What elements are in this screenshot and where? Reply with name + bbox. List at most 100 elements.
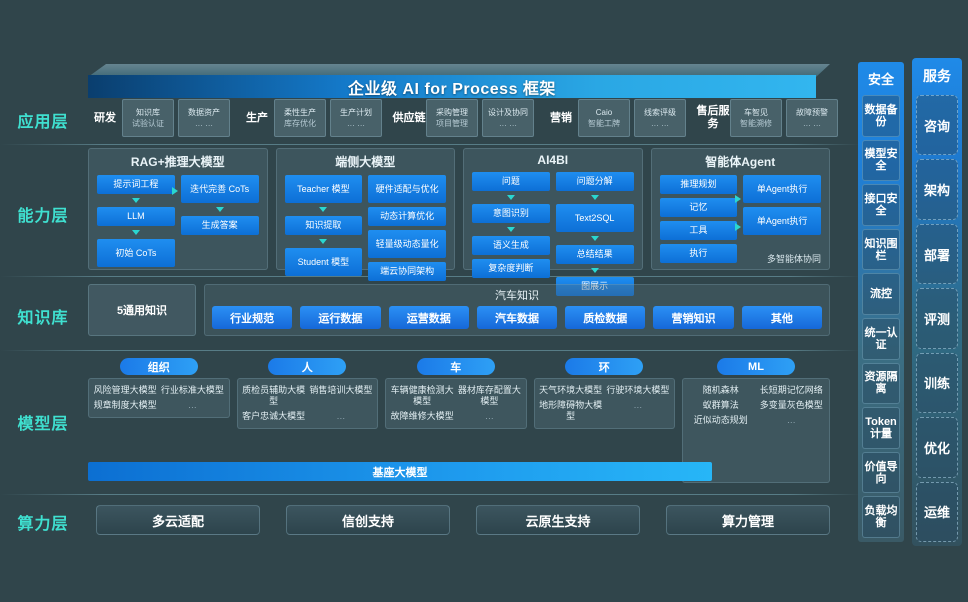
model-item[interactable]: 规章制度大模型 <box>93 400 157 410</box>
model-item[interactable]: … <box>633 400 643 410</box>
base-model-bar[interactable]: 基座大模型 <box>88 462 712 481</box>
knowledge-chip[interactable]: 质检数据 <box>565 306 646 329</box>
capability-node[interactable]: 单Agent执行 <box>743 175 821 203</box>
knowledge-auto-title: 汽车知识 <box>495 290 539 302</box>
security-item[interactable]: 资源隔离 <box>862 362 900 405</box>
capability-node[interactable]: 动态计算优化 <box>368 207 446 226</box>
app-cell[interactable]: 故障预警 … … <box>786 99 838 137</box>
capability-node[interactable]: Text2SQL <box>555 204 634 232</box>
security-item[interactable]: 价值导向 <box>862 451 900 494</box>
knowledge-auto-panel: 汽车知识 行业规范 运行数据 运营数据 汽车数据 质检数据 营销知识 其他 <box>204 284 830 336</box>
capability-node[interactable]: 单Agent执行 <box>743 207 821 235</box>
model-item[interactable]: … <box>336 411 346 421</box>
model-item[interactable]: 天气环境大模型 <box>539 385 603 395</box>
security-item[interactable]: 负载均衡 <box>862 496 900 538</box>
compute-button[interactable]: 多云适配 <box>96 505 260 535</box>
security-item[interactable]: 流控 <box>862 273 900 315</box>
model-item[interactable]: 风险管理大模型 <box>93 385 157 395</box>
capability-node[interactable]: LLM <box>97 207 175 226</box>
model-item[interactable]: 近似动态规划 <box>693 415 748 425</box>
security-item[interactable]: 数据备份 <box>862 95 900 137</box>
model-item[interactable]: 行驶环境大模型 <box>606 385 670 395</box>
model-panel-2: 车车辆健康检测大模型 器材库存配置大模型 故障维修大模型… <box>385 358 527 486</box>
service-item[interactable]: 部署 <box>916 223 958 285</box>
capability-node[interactable]: 初始 CoTs <box>97 239 175 267</box>
capability-node[interactable]: 图展示 <box>555 277 634 296</box>
model-item[interactable]: 蚁群算法 <box>702 400 739 410</box>
compute-button[interactable]: 算力管理 <box>666 505 830 535</box>
capability-node[interactable]: 记忆 <box>659 198 738 217</box>
app-cell[interactable]: 数据资产 … … <box>178 99 230 137</box>
model-item[interactable]: 车辆健康检测大模型 <box>390 385 454 406</box>
capability-node[interactable]: 端云协同架构 <box>368 262 446 281</box>
capability-node[interactable]: 问题 <box>472 172 550 191</box>
capability-col-left: 提示词工程 LLM 初始 CoTs <box>97 175 175 267</box>
capability-node[interactable]: Student 模型 <box>284 248 363 276</box>
service-item[interactable]: 架构 <box>916 159 958 220</box>
app-cell[interactable]: 线索评级 … … <box>634 99 686 137</box>
knowledge-chip[interactable]: 行业规范 <box>212 306 293 329</box>
app-cell[interactable]: 车智见 智能溯修 <box>730 99 782 137</box>
capability-node[interactable]: 复杂度判断 <box>472 259 550 278</box>
model-item[interactable]: … <box>786 415 796 425</box>
capability-col-left: Teacher 模型知识提取 Student 模型 <box>284 175 363 281</box>
model-item[interactable]: … <box>187 400 197 410</box>
model-item[interactable]: 质检员辅助大模型 <box>242 385 306 406</box>
capability-node[interactable]: 问题分解 <box>555 172 634 191</box>
model-item[interactable]: … <box>484 411 494 421</box>
service-item[interactable]: 训练 <box>916 352 958 414</box>
model-item[interactable]: 故障维修大模型 <box>390 411 454 421</box>
capability-node[interactable]: 推理规划 <box>659 175 738 194</box>
knowledge-chip[interactable]: 营销知识 <box>653 306 734 329</box>
arrow-down-icon <box>131 230 140 235</box>
capability-node[interactable]: 轻量级动态量化 <box>368 230 446 258</box>
capability-node[interactable]: 知识提取 <box>284 216 363 235</box>
security-item[interactable]: 接口安全 <box>862 184 900 226</box>
service-item[interactable]: 评测 <box>916 288 958 349</box>
capability-node[interactable]: 工具 <box>659 221 738 240</box>
model-item[interactable]: 多变量灰色模型 <box>759 400 823 410</box>
service-item[interactable]: 咨询 <box>916 95 958 156</box>
capability-panel-title: AI4BI <box>537 153 569 167</box>
security-item[interactable]: 统一认证 <box>862 317 900 360</box>
capability-panel-body: 提示词工程 LLM 初始 CoTs 迭代完善 CoTs 生成答案 <box>89 175 267 267</box>
knowledge-general-box[interactable]: 5通用知识 <box>88 284 196 336</box>
security-item[interactable]: 模型安全 <box>862 139 900 182</box>
capability-node[interactable]: 硬件适配与优化 <box>368 175 446 203</box>
model-item[interactable]: 客户忠诚大模型 <box>242 411 306 421</box>
model-item[interactable]: 器材库存配置大模型 <box>457 385 521 406</box>
knowledge-chip[interactable]: 运行数据 <box>300 306 381 329</box>
app-cell[interactable]: 知识库 试验认证 <box>122 99 174 137</box>
app-cell[interactable]: Caio 智能工牌 <box>578 99 630 137</box>
app-cell-line1: 生产计划 <box>340 108 372 117</box>
app-cell[interactable]: 生产计划 … … <box>330 99 382 137</box>
capability-node[interactable]: 提示词工程 <box>97 175 175 194</box>
model-item[interactable]: 长短期记忆网络 <box>759 385 823 395</box>
model-item[interactable]: 行业标准大模型 <box>160 385 224 395</box>
knowledge-chip[interactable]: 其他 <box>741 306 822 329</box>
model-item[interactable]: 销售培训大模型 <box>309 385 373 395</box>
compute-button[interactable]: 信创支持 <box>286 505 450 535</box>
app-cell[interactable]: 采购管理 项目管理 <box>426 99 478 137</box>
capability-node[interactable]: 迭代完善 CoTs <box>180 175 259 203</box>
knowledge-chip[interactable]: 运营数据 <box>388 306 469 329</box>
app-group-title: 供应链 <box>392 111 426 124</box>
capability-node[interactable]: 意图识别 <box>472 204 550 223</box>
model-item[interactable]: 地形障碍物大模型 <box>539 400 603 421</box>
capability-node[interactable]: 总结结果 <box>555 245 634 264</box>
divider-model-compute <box>0 494 860 495</box>
capability-node[interactable]: Teacher 模型 <box>284 175 363 203</box>
compute-button[interactable]: 云原生支持 <box>476 505 640 535</box>
capability-node[interactable]: 生成答案 <box>180 216 259 235</box>
capability-node[interactable]: 语义生成 <box>472 236 550 255</box>
service-item[interactable]: 运维 <box>916 481 958 542</box>
security-item[interactable]: 知识围栏 <box>862 228 900 271</box>
capability-node[interactable]: 执行 <box>659 244 738 263</box>
security-item[interactable]: Token计量 <box>862 407 900 449</box>
app-cell[interactable]: 设计及协同 … … <box>482 99 534 137</box>
app-cell[interactable]: 柔性生产 库存优化 <box>274 99 326 137</box>
service-item[interactable]: 优化 <box>916 417 958 478</box>
arrow-down-icon <box>590 236 599 241</box>
model-item[interactable]: 随机森林 <box>702 385 739 395</box>
knowledge-chip[interactable]: 汽车数据 <box>476 306 558 329</box>
